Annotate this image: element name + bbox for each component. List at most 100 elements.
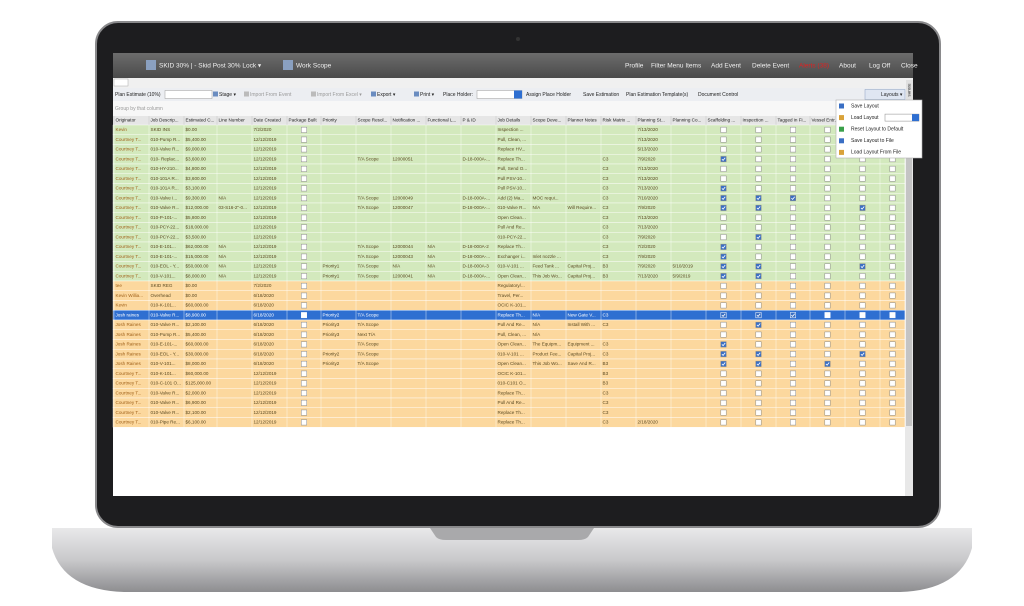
toolbar-button[interactable]: Import From Event — [250, 92, 292, 98]
checkbox[interactable] — [889, 370, 896, 377]
checkbox[interactable] — [824, 234, 831, 241]
checkbox[interactable] — [301, 321, 307, 328]
checkbox[interactable] — [824, 409, 831, 416]
nav-project[interactable]: SKID 30% | - Skid Post 30% Lock ▾ — [159, 63, 262, 70]
checkbox[interactable] — [859, 302, 866, 309]
checkbox-checked[interactable] — [859, 351, 866, 358]
checkbox[interactable] — [755, 380, 762, 387]
checkbox[interactable] — [790, 341, 796, 348]
checkbox[interactable] — [720, 224, 727, 231]
checkbox[interactable] — [301, 165, 307, 172]
checkbox[interactable] — [859, 292, 866, 299]
checkbox-checked[interactable] — [755, 234, 762, 241]
checkbox[interactable] — [301, 195, 307, 202]
checkbox[interactable] — [720, 419, 727, 426]
side-tab-label[interactable]: Issues — [907, 83, 912, 97]
checkbox[interactable] — [755, 156, 762, 163]
checkbox[interactable] — [889, 234, 896, 241]
toolbar-button[interactable]: Import From Excel ▾ — [317, 92, 362, 98]
checkbox-checked[interactable] — [720, 243, 727, 250]
checkbox[interactable] — [755, 292, 762, 299]
checkbox[interactable] — [889, 263, 896, 270]
nav-link[interactable]: About — [839, 63, 856, 70]
checkbox[interactable] — [824, 146, 831, 153]
column-header[interactable]: Scaffolding ... — [708, 118, 736, 123]
side-tab[interactable] — [906, 80, 913, 100]
checkbox[interactable] — [859, 282, 866, 289]
checkbox[interactable] — [720, 399, 727, 406]
checkbox[interactable] — [755, 136, 762, 143]
checkbox[interactable] — [859, 253, 866, 260]
checkbox[interactable] — [790, 273, 796, 280]
nav-link[interactable]: Log Off — [869, 63, 890, 70]
column-header[interactable]: Vessel Entr... — [812, 118, 839, 123]
checkbox[interactable] — [755, 409, 762, 416]
checkbox[interactable] — [755, 146, 762, 153]
toolbar-button[interactable]: Export ▾ — [377, 92, 396, 98]
checkbox[interactable] — [755, 126, 762, 133]
checkbox-checked[interactable] — [720, 263, 727, 270]
checkbox[interactable] — [790, 234, 796, 241]
checkbox[interactable] — [824, 253, 831, 260]
checkbox-checked[interactable] — [720, 185, 727, 192]
checkbox[interactable] — [790, 136, 796, 143]
checkbox[interactable] — [824, 165, 831, 172]
checkbox[interactable] — [301, 351, 307, 358]
checkbox[interactable] — [755, 302, 762, 309]
checkbox[interactable] — [889, 321, 896, 328]
checkbox[interactable] — [824, 419, 831, 426]
checkbox[interactable] — [790, 399, 796, 406]
checkbox[interactable] — [859, 370, 866, 377]
checkbox[interactable] — [301, 156, 307, 163]
checkbox[interactable] — [301, 341, 307, 348]
checkbox[interactable] — [720, 409, 727, 416]
checkbox[interactable] — [790, 253, 796, 260]
checkbox[interactable] — [859, 390, 866, 397]
checkbox[interactable] — [720, 136, 727, 143]
checkbox[interactable] — [755, 175, 762, 182]
checkbox[interactable] — [720, 282, 727, 289]
column-header[interactable]: Job Descrip... — [151, 118, 179, 123]
column-header[interactable]: Risk Matrix ... — [603, 118, 631, 123]
checkbox[interactable] — [301, 273, 307, 280]
checkbox[interactable] — [824, 126, 831, 133]
checkbox[interactable] — [301, 126, 307, 133]
checkbox[interactable] — [720, 175, 727, 182]
column-header[interactable]: Originator — [116, 118, 137, 123]
layouts-label[interactable]: Layouts ▾ — [881, 92, 903, 98]
checkbox-checked[interactable] — [824, 360, 831, 367]
checkbox-checked[interactable] — [859, 204, 866, 211]
checkbox[interactable] — [790, 175, 796, 182]
checkbox[interactable] — [755, 390, 762, 397]
checkbox[interactable] — [301, 380, 307, 387]
column-header[interactable]: Line Number — [219, 118, 246, 123]
checkbox[interactable] — [859, 165, 866, 172]
checkbox-checked[interactable] — [755, 273, 762, 280]
checkbox[interactable] — [755, 282, 762, 289]
checkbox[interactable] — [301, 390, 307, 397]
checkbox[interactable] — [301, 360, 307, 367]
column-header[interactable]: P & ID — [463, 118, 477, 123]
checkbox[interactable] — [301, 243, 307, 250]
checkbox[interactable] — [859, 399, 866, 406]
menu-item[interactable]: Save Layout — [851, 103, 879, 109]
checkbox[interactable] — [889, 243, 896, 250]
checkbox[interactable] — [824, 243, 831, 250]
checkbox[interactable] — [859, 195, 866, 202]
checkbox-checked[interactable] — [720, 195, 727, 202]
checkbox[interactable] — [889, 341, 896, 348]
checkbox[interactable] — [889, 409, 896, 416]
nav-link[interactable]: Filter Menu Items — [651, 63, 702, 70]
checkbox[interactable] — [859, 312, 866, 319]
checkbox[interactable] — [859, 341, 866, 348]
checkbox[interactable] — [720, 214, 727, 221]
checkbox[interactable] — [824, 136, 831, 143]
checkbox[interactable] — [824, 321, 831, 328]
checkbox-checked[interactable] — [720, 312, 727, 319]
checkbox[interactable] — [301, 399, 307, 406]
checkbox[interactable] — [301, 175, 307, 182]
checkbox[interactable] — [790, 243, 796, 250]
checkbox[interactable] — [301, 370, 307, 377]
checkbox[interactable] — [720, 321, 727, 328]
checkbox[interactable] — [301, 185, 307, 192]
